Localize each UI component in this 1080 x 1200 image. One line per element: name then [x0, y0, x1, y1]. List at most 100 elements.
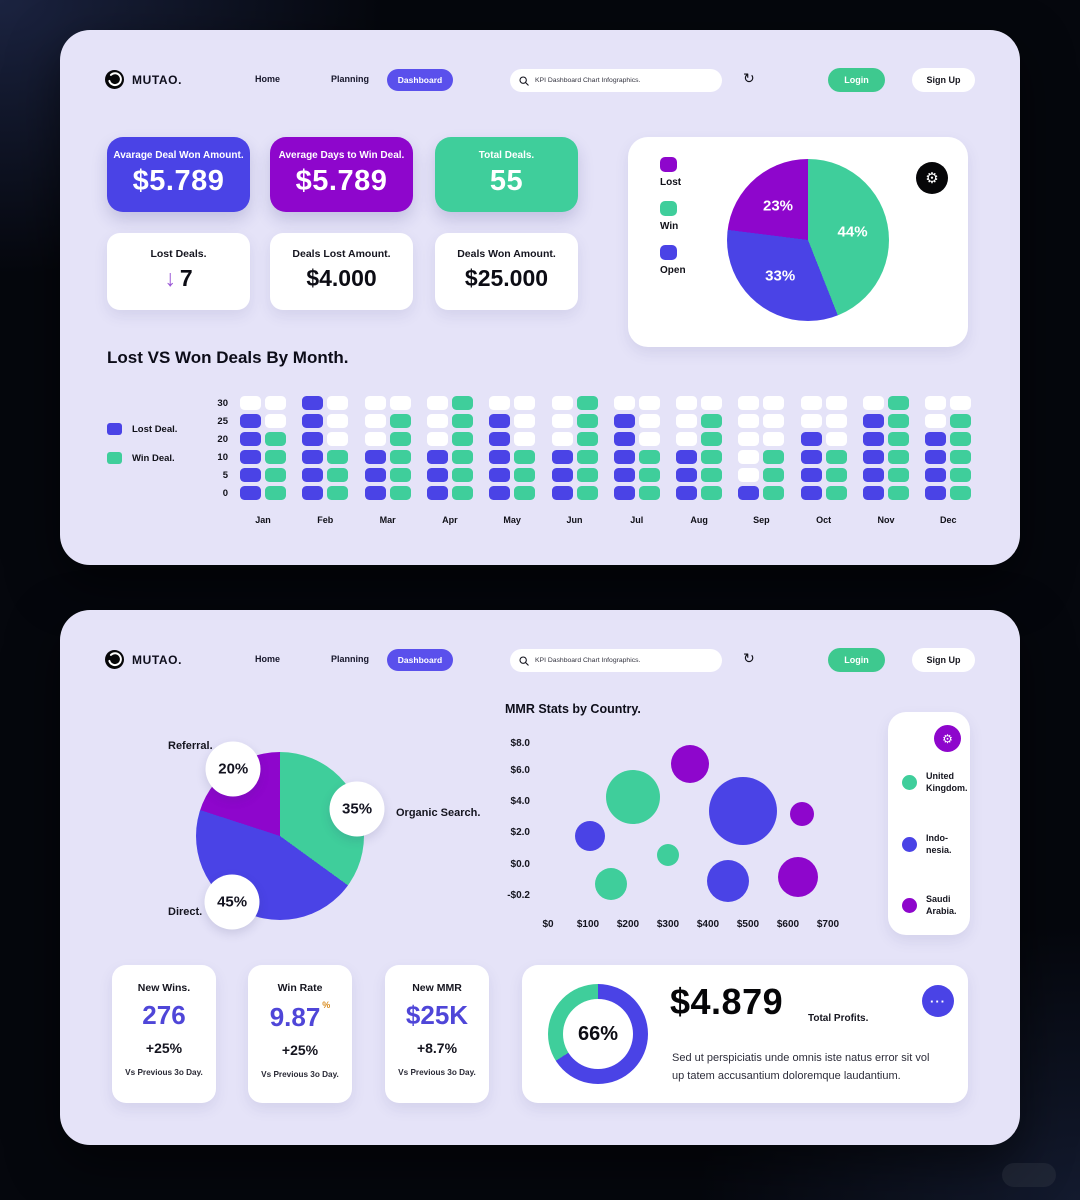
waffle-cell: [514, 486, 536, 500]
bubble-y-tick: $4.0: [510, 796, 530, 807]
waffle-cell: [426, 396, 448, 410]
waffle-cell: [763, 468, 785, 482]
waffle-cell: [389, 432, 411, 446]
settings-gear-icon[interactable]: ⚙: [916, 162, 948, 194]
login-button[interactable]: Login: [828, 68, 885, 92]
waffle-cell: [426, 432, 448, 446]
waffle-cell: [327, 486, 349, 500]
waffle-month-label: Oct: [816, 515, 832, 525]
waffle-cell: [426, 486, 448, 500]
waffle-cell: [426, 468, 448, 482]
nav-link-planning[interactable]: Planning: [331, 74, 369, 84]
bubble-x-tick: $400: [696, 919, 720, 930]
search-bar[interactable]: [510, 649, 722, 672]
nav-link-home[interactable]: Home: [255, 654, 281, 664]
legend-swatch-win-deal: [107, 452, 122, 464]
waffle-y-tick: 10: [217, 452, 228, 463]
waffle-cell: [265, 414, 286, 428]
waffle-cell: [676, 432, 698, 446]
waffle-cell: [576, 414, 598, 428]
waffle-month-group: Sep: [738, 396, 785, 526]
refresh-icon[interactable]: ↻: [743, 70, 755, 86]
waffle-cell: [613, 414, 635, 428]
kpi-value: $5.789: [295, 165, 388, 197]
brand[interactable]: MUTAO.: [105, 70, 182, 89]
waffle-cell: [763, 414, 785, 428]
waffle-cell: [701, 396, 723, 410]
waffle-month-label: Dec: [940, 515, 957, 525]
profit-amount: $4.879: [670, 981, 784, 1022]
waffle-cell: [763, 432, 785, 446]
search-input[interactable]: [535, 657, 713, 664]
waffle-cell: [426, 414, 448, 428]
search-input[interactable]: [535, 77, 713, 84]
waffle-cell: [825, 468, 847, 482]
nav-link-home[interactable]: Home: [255, 74, 281, 84]
bubble-point: [671, 745, 709, 784]
signup-button[interactable]: Sign Up: [912, 648, 975, 672]
stat-card-win-rate: Win Rate 9.87% +25% Vs Previous 3o Day.: [248, 965, 352, 1103]
bubble-point: [707, 859, 749, 902]
waffle-chart-title: Lost VS Won Deals By Month.: [107, 348, 349, 367]
waffle-month-group: Aug: [676, 396, 723, 526]
nav-link-dashboard[interactable]: Dashboard: [387, 649, 453, 671]
bubble-point: [595, 867, 628, 900]
waffle-cell: [302, 396, 324, 410]
stat-card-lost-deals: Lost Deals. ↓ 7: [107, 233, 250, 310]
waffle-cell: [825, 486, 847, 500]
legend-label: United Kingdom.: [926, 771, 968, 794]
kpi-card-average-days-to-win: Average Days to Win Deal. $5.789: [270, 137, 413, 212]
pie-percent-label: 45%: [204, 874, 260, 930]
waffle-cell: [925, 414, 947, 428]
signup-button[interactable]: Sign Up: [912, 68, 975, 92]
nav-link-planning[interactable]: Planning: [331, 654, 369, 664]
bubble-point: [657, 844, 679, 867]
waffle-cell: [701, 468, 723, 482]
legend-item-win: Win: [660, 201, 686, 232]
refresh-icon[interactable]: ↻: [743, 650, 755, 666]
settings-gear-icon[interactable]: ⚙: [934, 725, 961, 752]
login-button[interactable]: Login: [828, 648, 885, 672]
legend-dot-united-kingdom: [902, 774, 917, 790]
waffle-cell: [950, 396, 972, 410]
waffle-cell: [426, 450, 448, 464]
waffle-cell: [863, 414, 884, 428]
waffle-month-group: Dec: [925, 396, 972, 526]
waffle-month-group: Oct: [800, 396, 847, 526]
legend-item-united-kingdom: United Kingdom.: [902, 770, 970, 794]
brand-name: MUTAO.: [132, 652, 183, 667]
stat-value: ↓ 7: [164, 265, 193, 291]
legend-item-lost-deal: Lost Deal.: [107, 423, 177, 435]
bubble-chart: $8.0 $6.0 $4.0 $2.0 $0.0 -$0.2 $0 $100 $200 $300 $…: [507, 735, 852, 935]
search-bar[interactable]: [510, 69, 722, 92]
profit-donut-chart: 66%: [548, 984, 648, 1084]
legend-dot-saudi-arabia: [902, 897, 917, 913]
waffle-month-group: Mar: [364, 396, 411, 526]
waffle-cell: [489, 396, 511, 410]
stat-caption: Vs Previous 3o Day.: [125, 1068, 203, 1077]
legend-item-indonesia: Indo- nesia.: [902, 832, 970, 856]
waffle-month-label: Jun: [566, 515, 583, 525]
stat-value: $4.000: [306, 265, 377, 291]
search-icon: [519, 75, 529, 86]
waffle-legend: Lost Deal. Win Deal.: [107, 423, 177, 481]
top-dashboard-panel: MUTAO. Home Planning Dashboard ↻ Login S…: [60, 30, 1020, 565]
stat-card-deals-lost-amount: Deals Lost Amount. $4.000: [270, 233, 413, 310]
waffle-month-label: Mar: [379, 515, 396, 525]
waffle-cell: [701, 414, 723, 428]
brand[interactable]: MUTAO.: [105, 650, 182, 669]
waffle-month-group: Jan: [240, 396, 286, 526]
waffle-cell: [451, 468, 473, 482]
down-arrow-icon: ↓: [164, 265, 176, 291]
more-options-button[interactable]: ···: [922, 985, 954, 1017]
waffle-month-label: Apr: [442, 515, 458, 525]
waffle-cell: [701, 450, 723, 464]
waffle-cell: [451, 414, 473, 428]
waffle-cell: [240, 414, 261, 428]
waffle-cell: [738, 450, 760, 464]
nav-link-dashboard[interactable]: Dashboard: [387, 69, 453, 91]
waffle-cell: [240, 450, 261, 464]
legend-swatch-win: [660, 201, 677, 216]
waffle-cell: [514, 414, 536, 428]
waffle-cell: [925, 450, 947, 464]
